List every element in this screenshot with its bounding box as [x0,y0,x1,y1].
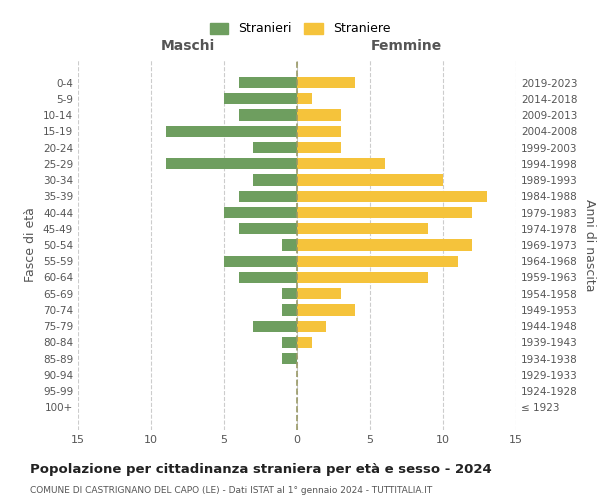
Bar [283,337,297,348]
Bar [297,207,472,218]
Bar [297,272,428,283]
Bar [283,353,297,364]
Y-axis label: Fasce di età: Fasce di età [25,208,37,282]
Bar [283,240,297,250]
Y-axis label: Anni di nascita: Anni di nascita [583,198,596,291]
Bar [283,288,297,300]
Bar [297,240,472,250]
Bar [297,93,311,104]
Bar [224,93,297,104]
Bar [166,126,297,137]
Bar [297,190,487,202]
Bar [297,320,326,332]
Bar [224,256,297,267]
Bar [297,77,355,88]
Bar [297,126,341,137]
Bar [253,174,297,186]
Text: Femmine: Femmine [371,38,442,52]
Bar [239,272,297,283]
Bar [297,142,341,153]
Bar [239,77,297,88]
Bar [297,174,443,186]
Bar [166,158,297,170]
Bar [239,190,297,202]
Bar [253,142,297,153]
Legend: Stranieri, Straniere: Stranieri, Straniere [203,16,397,42]
Text: COMUNE DI CASTRIGNANO DEL CAPO (LE) - Dati ISTAT al 1° gennaio 2024 - TUTTITALIA: COMUNE DI CASTRIGNANO DEL CAPO (LE) - Da… [30,486,432,495]
Text: Popolazione per cittadinanza straniera per età e sesso - 2024: Popolazione per cittadinanza straniera p… [30,462,492,475]
Bar [297,110,341,120]
Bar [297,158,385,170]
Bar [297,288,341,300]
Bar [224,207,297,218]
Bar [239,110,297,120]
Bar [297,304,355,316]
Text: Maschi: Maschi [160,38,215,52]
Bar [297,256,458,267]
Bar [283,304,297,316]
Bar [253,320,297,332]
Bar [297,223,428,234]
Bar [239,223,297,234]
Bar [297,337,311,348]
